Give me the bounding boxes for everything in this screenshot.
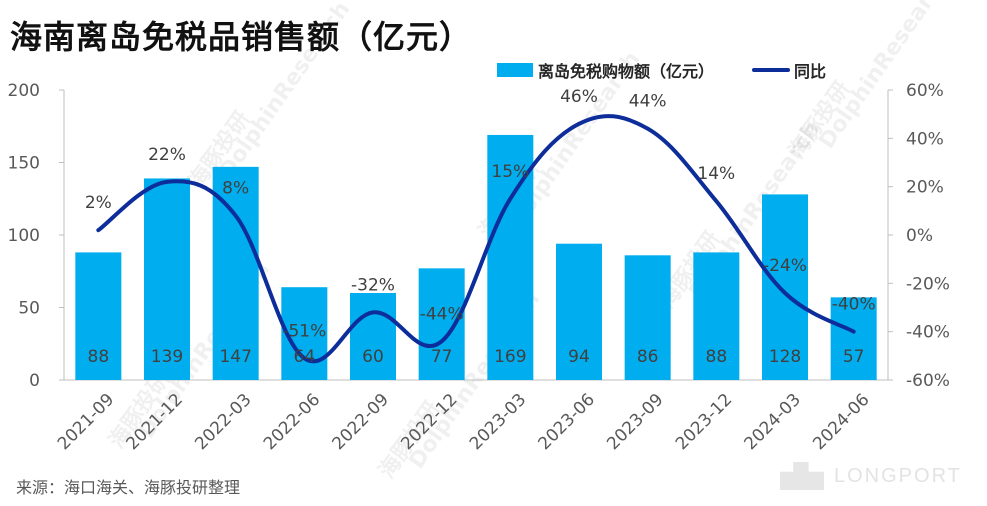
bar [624,255,671,380]
bar [212,166,259,380]
left-tick-label: 150 [8,154,40,174]
yoy-value-label: -51% [282,321,326,341]
x-tick-label: 2022-06 [260,390,324,454]
right-tick-label: 20% [906,178,944,198]
yoy-value-label: -32% [351,275,395,295]
bar-value-label: 60 [362,347,384,367]
right-tick-label: 60% [906,81,944,101]
yoy-value-label: 15% [491,162,529,182]
yoy-value-label: 44% [629,92,667,112]
bar [693,252,740,380]
bar-value-label: 64 [294,347,316,367]
left-tick-label: 50 [18,299,40,319]
x-tick-label: 2022-09 [329,390,393,454]
x-tick-label: 2023-06 [535,390,599,454]
right-tick-label: -60% [906,371,950,391]
brand-logo: LONGPORT [780,462,962,490]
bar [75,252,122,380]
bar [761,194,809,380]
left-tick-label: 0 [29,371,40,391]
legend-bar-swatch [497,63,533,77]
x-tick-label: 2024-06 [809,390,873,454]
bar-value-label: 88 [88,347,110,367]
chart-title: 海南离岛免税品销售额（亿元） [10,18,473,56]
right-tick-label: 0% [906,226,933,246]
x-tick-label: 2023-12 [672,390,736,454]
bar-value-label: 128 [769,347,801,367]
yoy-value-label: 22% [148,145,186,165]
watermark-text: DolphinResearch [214,0,355,183]
bar [555,243,603,380]
yoy-value-label: -40% [832,295,876,315]
bar-value-label: 86 [637,347,659,367]
brand-mark-icon [780,462,824,490]
right-tick-label: -40% [906,323,950,343]
source-note: 来源：海口海关、海豚投研整理 [16,478,241,497]
yoy-value-label: 8% [222,179,249,199]
right-tick-label: -20% [906,274,950,294]
bar-series [75,134,877,380]
legend-line-label: 同比 [794,62,826,81]
legend: 离岛免税购物额（亿元） 同比 [497,62,826,81]
data-labels: 88 139 147 64 60 77 169 94 86 88 128 57 2% 22% 8% -51% -… [85,87,876,367]
left-tick-label: 100 [8,226,40,246]
x-tick-label: 2022-03 [191,390,255,454]
yoy-line [96,114,856,364]
legend-bar-label: 离岛免税购物额（亿元） [538,62,714,81]
bar-value-label: 169 [494,347,526,367]
yoy-value-label: 14% [697,164,735,184]
bar [143,178,191,380]
yoy-value-label: 2% [85,193,112,213]
x-tick-label: 2021-09 [54,390,118,454]
yoy-value-label: -44% [420,304,464,324]
x-tick-label: 2024-03 [741,390,805,454]
bar [830,297,877,380]
yoy-value-label: -24% [763,256,807,276]
bar-value-label: 139 [151,347,183,367]
bar-value-label: 88 [706,347,728,367]
line-series [96,114,856,364]
brand-text: LONGPORT [834,464,962,487]
x-tick-label: 2023-09 [603,390,667,454]
right-tick-label: 40% [906,129,944,149]
bar-value-label: 147 [219,347,251,367]
left-tick-label: 200 [8,81,40,101]
bar-value-label: 57 [843,347,865,367]
bar [349,293,397,380]
yoy-value-label: 46% [560,87,598,107]
bar-value-label: 77 [431,347,453,367]
bar-value-label: 94 [568,347,590,367]
